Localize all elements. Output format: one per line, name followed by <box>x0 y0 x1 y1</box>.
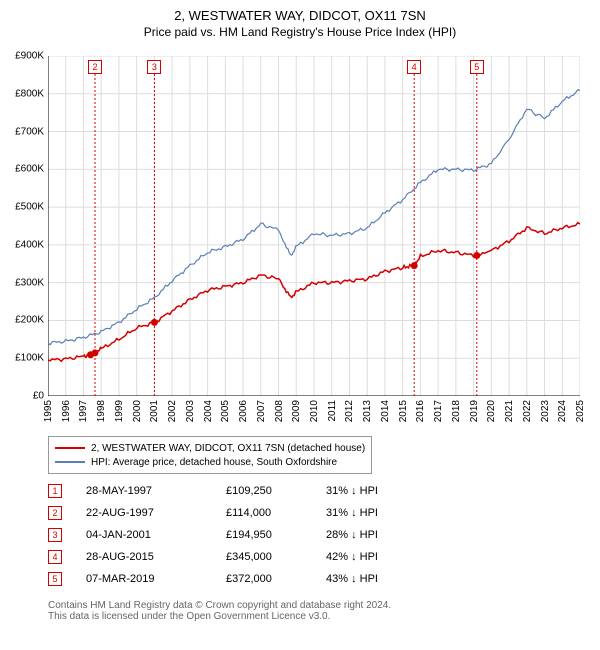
transaction-price: £194,950 <box>226 529 326 541</box>
x-tick-label: 2024 <box>557 400 568 422</box>
x-tick-label: 2022 <box>522 400 533 422</box>
x-tick-label: 2023 <box>540 400 551 422</box>
transaction-row: 1 28-MAY-1997£109,25031% ↓ HPI <box>48 480 426 502</box>
chart-title: 2, WESTWATER WAY, DIDCOT, OX11 7SN <box>0 8 600 23</box>
y-tick-label: £900K <box>0 51 44 62</box>
x-tick-label: 2016 <box>415 400 426 422</box>
chart-subtitle: Price paid vs. HM Land Registry's House … <box>0 25 600 39</box>
legend-item: 2, WESTWATER WAY, DIDCOT, OX11 7SN (deta… <box>55 441 365 455</box>
x-tick-label: 2000 <box>132 400 143 422</box>
transaction-number: 4 <box>48 550 62 564</box>
transaction-marker: 3 <box>147 60 161 74</box>
x-tick-label: 2018 <box>451 400 462 422</box>
legend-swatch <box>55 461 85 463</box>
chart-plot <box>48 56 580 396</box>
title-block: 2, WESTWATER WAY, DIDCOT, OX11 7SN Price… <box>0 0 600 39</box>
transaction-date: 04-JAN-2001 <box>86 529 226 541</box>
y-tick-label: £700K <box>0 126 44 137</box>
y-tick-label: £800K <box>0 88 44 99</box>
transaction-pct: 43% ↓ HPI <box>326 573 426 585</box>
x-tick-label: 2003 <box>185 400 196 422</box>
transaction-price: £345,000 <box>226 551 326 563</box>
transaction-date: 22-AUG-1997 <box>86 507 226 519</box>
x-tick-label: 2025 <box>575 400 586 422</box>
transaction-row: 3 04-JAN-2001£194,95028% ↓ HPI <box>48 524 426 546</box>
x-tick-label: 2019 <box>469 400 480 422</box>
y-tick-label: £100K <box>0 353 44 364</box>
x-tick-label: 1999 <box>114 400 125 422</box>
transaction-pct: 31% ↓ HPI <box>326 485 426 497</box>
transaction-number: 2 <box>48 506 62 520</box>
x-tick-label: 2021 <box>504 400 515 422</box>
y-tick-label: £400K <box>0 239 44 250</box>
transaction-price: £372,000 <box>226 573 326 585</box>
x-tick-label: 2006 <box>238 400 249 422</box>
x-tick-label: 2007 <box>256 400 267 422</box>
x-tick-label: 1995 <box>43 400 54 422</box>
x-tick-label: 2015 <box>398 400 409 422</box>
x-tick-label: 2005 <box>220 400 231 422</box>
legend: 2, WESTWATER WAY, DIDCOT, OX11 7SN (deta… <box>48 436 372 474</box>
transaction-row: 4 28-AUG-2015£345,00042% ↓ HPI <box>48 546 426 568</box>
transaction-date: 28-AUG-2015 <box>86 551 226 563</box>
transaction-date: 07-MAR-2019 <box>86 573 226 585</box>
legend-swatch <box>55 447 85 449</box>
x-tick-label: 2013 <box>362 400 373 422</box>
footer-line-2: This data is licensed under the Open Gov… <box>48 611 391 622</box>
transaction-number: 3 <box>48 528 62 542</box>
x-tick-label: 2008 <box>274 400 285 422</box>
transaction-row: 2 22-AUG-1997£114,00031% ↓ HPI <box>48 502 426 524</box>
x-tick-label: 1997 <box>78 400 89 422</box>
x-tick-label: 2012 <box>344 400 355 422</box>
transaction-marker: 2 <box>88 60 102 74</box>
y-tick-label: £600K <box>0 164 44 175</box>
y-tick-label: £0 <box>0 391 44 402</box>
transaction-date: 28-MAY-1997 <box>86 485 226 497</box>
legend-label: 2, WESTWATER WAY, DIDCOT, OX11 7SN (deta… <box>91 443 365 454</box>
chart-container: 2, WESTWATER WAY, DIDCOT, OX11 7SN Price… <box>0 0 600 650</box>
y-tick-label: £300K <box>0 277 44 288</box>
transaction-marker: 4 <box>407 60 421 74</box>
transaction-table: 1 28-MAY-1997£109,25031% ↓ HPI 2 22-AUG-199… <box>48 480 426 590</box>
transaction-number: 1 <box>48 484 62 498</box>
legend-item: HPI: Average price, detached house, Sout… <box>55 455 365 469</box>
y-tick-label: £200K <box>0 315 44 326</box>
x-tick-label: 2002 <box>167 400 178 422</box>
x-tick-label: 2014 <box>380 400 391 422</box>
x-tick-label: 2020 <box>486 400 497 422</box>
chart-footer: Contains HM Land Registry data © Crown c… <box>48 600 391 622</box>
transaction-number: 5 <box>48 572 62 586</box>
x-tick-label: 2011 <box>327 400 338 422</box>
y-tick-label: £500K <box>0 202 44 213</box>
x-tick-label: 1996 <box>61 400 72 422</box>
footer-line-1: Contains HM Land Registry data © Crown c… <box>48 600 391 611</box>
chart-area: £0£100K£200K£300K£400K£500K£600K£700K£80… <box>48 56 580 396</box>
x-tick-label: 2004 <box>203 400 214 422</box>
legend-label: HPI: Average price, detached house, Sout… <box>91 457 337 468</box>
transaction-row: 5 07-MAR-2019£372,00043% ↓ HPI <box>48 568 426 590</box>
transaction-marker: 5 <box>470 60 484 74</box>
transaction-pct: 42% ↓ HPI <box>326 551 426 563</box>
x-tick-label: 2009 <box>291 400 302 422</box>
x-tick-label: 2001 <box>149 400 160 422</box>
x-tick-label: 1998 <box>96 400 107 422</box>
transaction-pct: 28% ↓ HPI <box>326 529 426 541</box>
transaction-price: £114,000 <box>226 507 326 519</box>
transaction-price: £109,250 <box>226 485 326 497</box>
transaction-pct: 31% ↓ HPI <box>326 507 426 519</box>
x-tick-label: 2010 <box>309 400 320 422</box>
x-tick-label: 2017 <box>433 400 444 422</box>
